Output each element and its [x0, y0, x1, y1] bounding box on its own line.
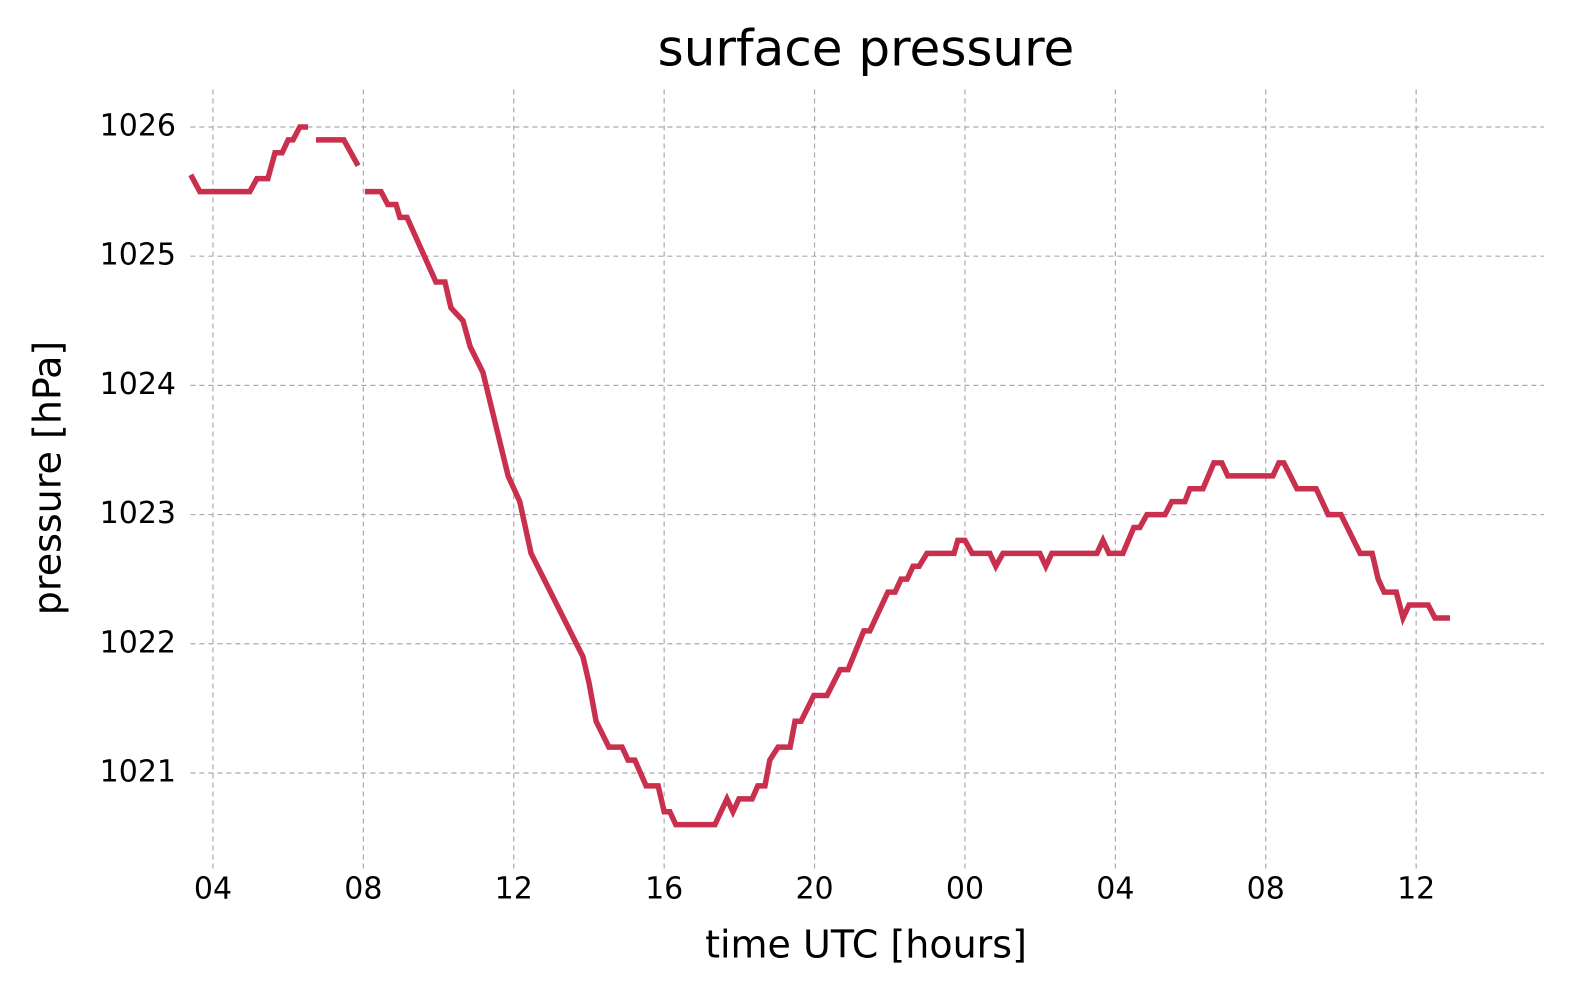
x-axis-label: time UTC [hours]	[705, 923, 1027, 967]
x-tick-label: 04	[194, 872, 232, 907]
y-tick-label: 1021	[100, 754, 176, 789]
x-tick-label: 12	[495, 872, 533, 907]
x-tick-label: 12	[1397, 872, 1435, 907]
y-axis-label: pressure [hPa]	[26, 341, 70, 615]
x-tick-label: 08	[1247, 872, 1285, 907]
y-tick-label: 1023	[100, 496, 176, 531]
x-tick-label: 00	[946, 872, 984, 907]
y-tick-label: 1025	[100, 238, 176, 273]
y-tick-label: 1026	[100, 108, 176, 143]
x-tick-label: 08	[344, 872, 382, 907]
x-tick-label: 16	[645, 872, 683, 907]
y-tick-label: 1022	[100, 625, 176, 660]
chart-title: surface pressure	[658, 20, 1075, 78]
y-tick-label: 1024	[100, 367, 176, 402]
x-tick-label: 20	[795, 872, 833, 907]
x-tick-label: 04	[1096, 872, 1134, 907]
data-line	[188, 124, 1450, 828]
